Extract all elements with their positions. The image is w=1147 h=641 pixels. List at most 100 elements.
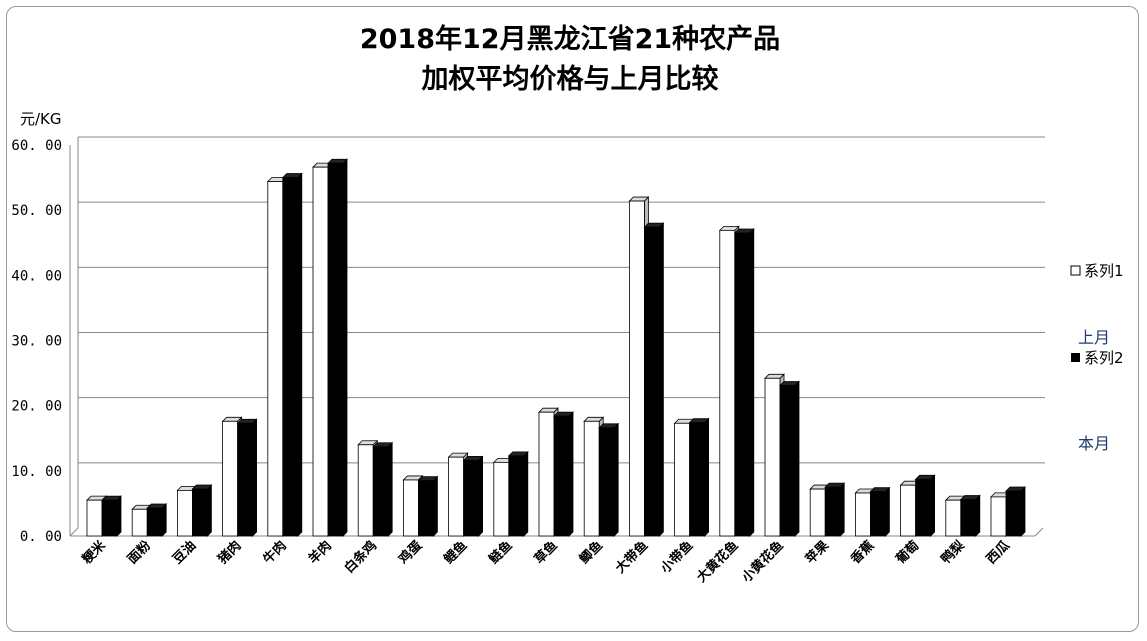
y-tick-label: 10. 00 [11,464,62,480]
x-tick-label: 小黄花鱼 [739,538,787,586]
x-tick-label: 羊肉 [305,538,335,568]
bar-front [809,488,826,537]
bar-front [327,162,344,537]
annotation-last-month: 上月 [1078,328,1110,347]
floor-edge-right [1034,527,1044,537]
x-tick-label: 香蕉 [847,538,877,568]
x-tick-label: 豆油 [170,538,200,568]
x-tick-label: 西瓜 [984,538,1013,567]
bar-top [417,476,439,482]
bar-front [146,507,163,537]
y-tick-label: 60. 00 [11,138,62,154]
bar-front [282,177,299,537]
bar-front [402,479,419,537]
x-tick-label: 鲤鱼 [440,538,470,568]
bar-top [643,222,665,228]
y-tick-label: 30. 00 [11,334,62,350]
bar-2-鸡蛋 [417,475,439,537]
bar-front [417,480,434,537]
bar-2-葡萄 [914,474,936,537]
bar-side [116,495,122,537]
bar-front [131,508,148,537]
y-tick-label: 0. 00 [20,529,62,545]
bar-side [161,503,167,537]
bar-side [568,411,574,537]
bar-top [221,416,243,422]
bar-front [734,232,751,537]
bar-top [327,158,348,164]
bar-front [493,461,510,537]
bar-2-豆油 [191,484,213,537]
bar-side [1020,486,1026,537]
x-tick-label: 大黄花鱼 [694,538,742,586]
bar-top [718,225,740,231]
x-tick-label: 苹果 [802,538,832,568]
bar-2-香蕉 [869,486,891,537]
x-tick-label: 鲢鱼 [486,538,516,568]
bar-side [252,418,258,537]
chart-frame [6,6,1139,632]
bar-front [553,415,570,537]
bar-front [191,488,208,537]
bar-top [733,228,755,234]
bar-top [628,196,650,202]
bar-2-面粉 [146,503,168,537]
bar-top [914,474,936,480]
x-tick-label: 白条鸡 [341,538,380,577]
x-tick-label: 小带鱼 [658,538,697,577]
bar-side [478,455,484,537]
bar-2-大黄花鱼 [733,228,755,537]
bar-top [779,381,800,386]
bar-side [839,482,845,537]
bar-front [598,427,615,537]
bar-side [794,380,800,537]
bar-side [342,158,348,537]
bar-2-猪肉 [236,418,258,537]
bar-2-羊肉 [327,158,348,537]
bar-2-粳米 [101,495,122,537]
bar-side [297,172,303,537]
x-tick-label: 鲫鱼 [576,538,606,568]
bar-front [945,499,962,537]
bar-2-小带鱼 [688,417,710,537]
legend-label-series2: 系列2 [1084,349,1124,367]
bar-front [629,200,645,537]
y-tick-label: 20. 00 [11,399,62,415]
bar-top [447,452,469,458]
bar-2-苹果 [824,482,846,537]
bar-front [764,377,781,537]
bar-front [176,489,193,537]
bar-top [146,503,168,509]
bar-front [463,460,480,537]
y-axis-label: 元/KG [20,110,62,128]
legend-swatch-series2 [1071,353,1080,362]
x-tick-label: 牛肉 [260,538,290,568]
bar-front [1005,490,1022,537]
bar-top [372,442,394,448]
bar-front [357,444,374,537]
annotation-this-month: 本月 [1078,434,1110,453]
bar-2-鲫鱼 [598,422,620,537]
bar-front [267,181,284,537]
legend-label-series1: 系列1 [1084,262,1124,280]
bar-side [432,475,438,537]
bar-front [990,496,1007,537]
bar-front [312,166,329,537]
bar-side [975,494,981,537]
chart-title-line2: 加权平均价格与上月比较 [422,63,719,95]
legend: 系列1 上月 系列2 本月 [1070,262,1124,453]
bar-front [372,446,389,537]
bar-front [448,456,465,537]
bar-front [719,229,736,537]
bar-front [644,226,660,537]
bar-2-白条鸡 [372,441,394,537]
bar-2-鸭梨 [959,494,981,537]
bar-top [598,423,620,429]
bar-top [101,495,122,501]
bar-top [236,418,258,424]
legend-swatch-series1 [1070,265,1081,276]
bar-side [749,228,755,537]
chart-title-line1: 2018年12月黑龙江省21种农产品 [360,23,780,55]
bar-front [508,455,525,537]
